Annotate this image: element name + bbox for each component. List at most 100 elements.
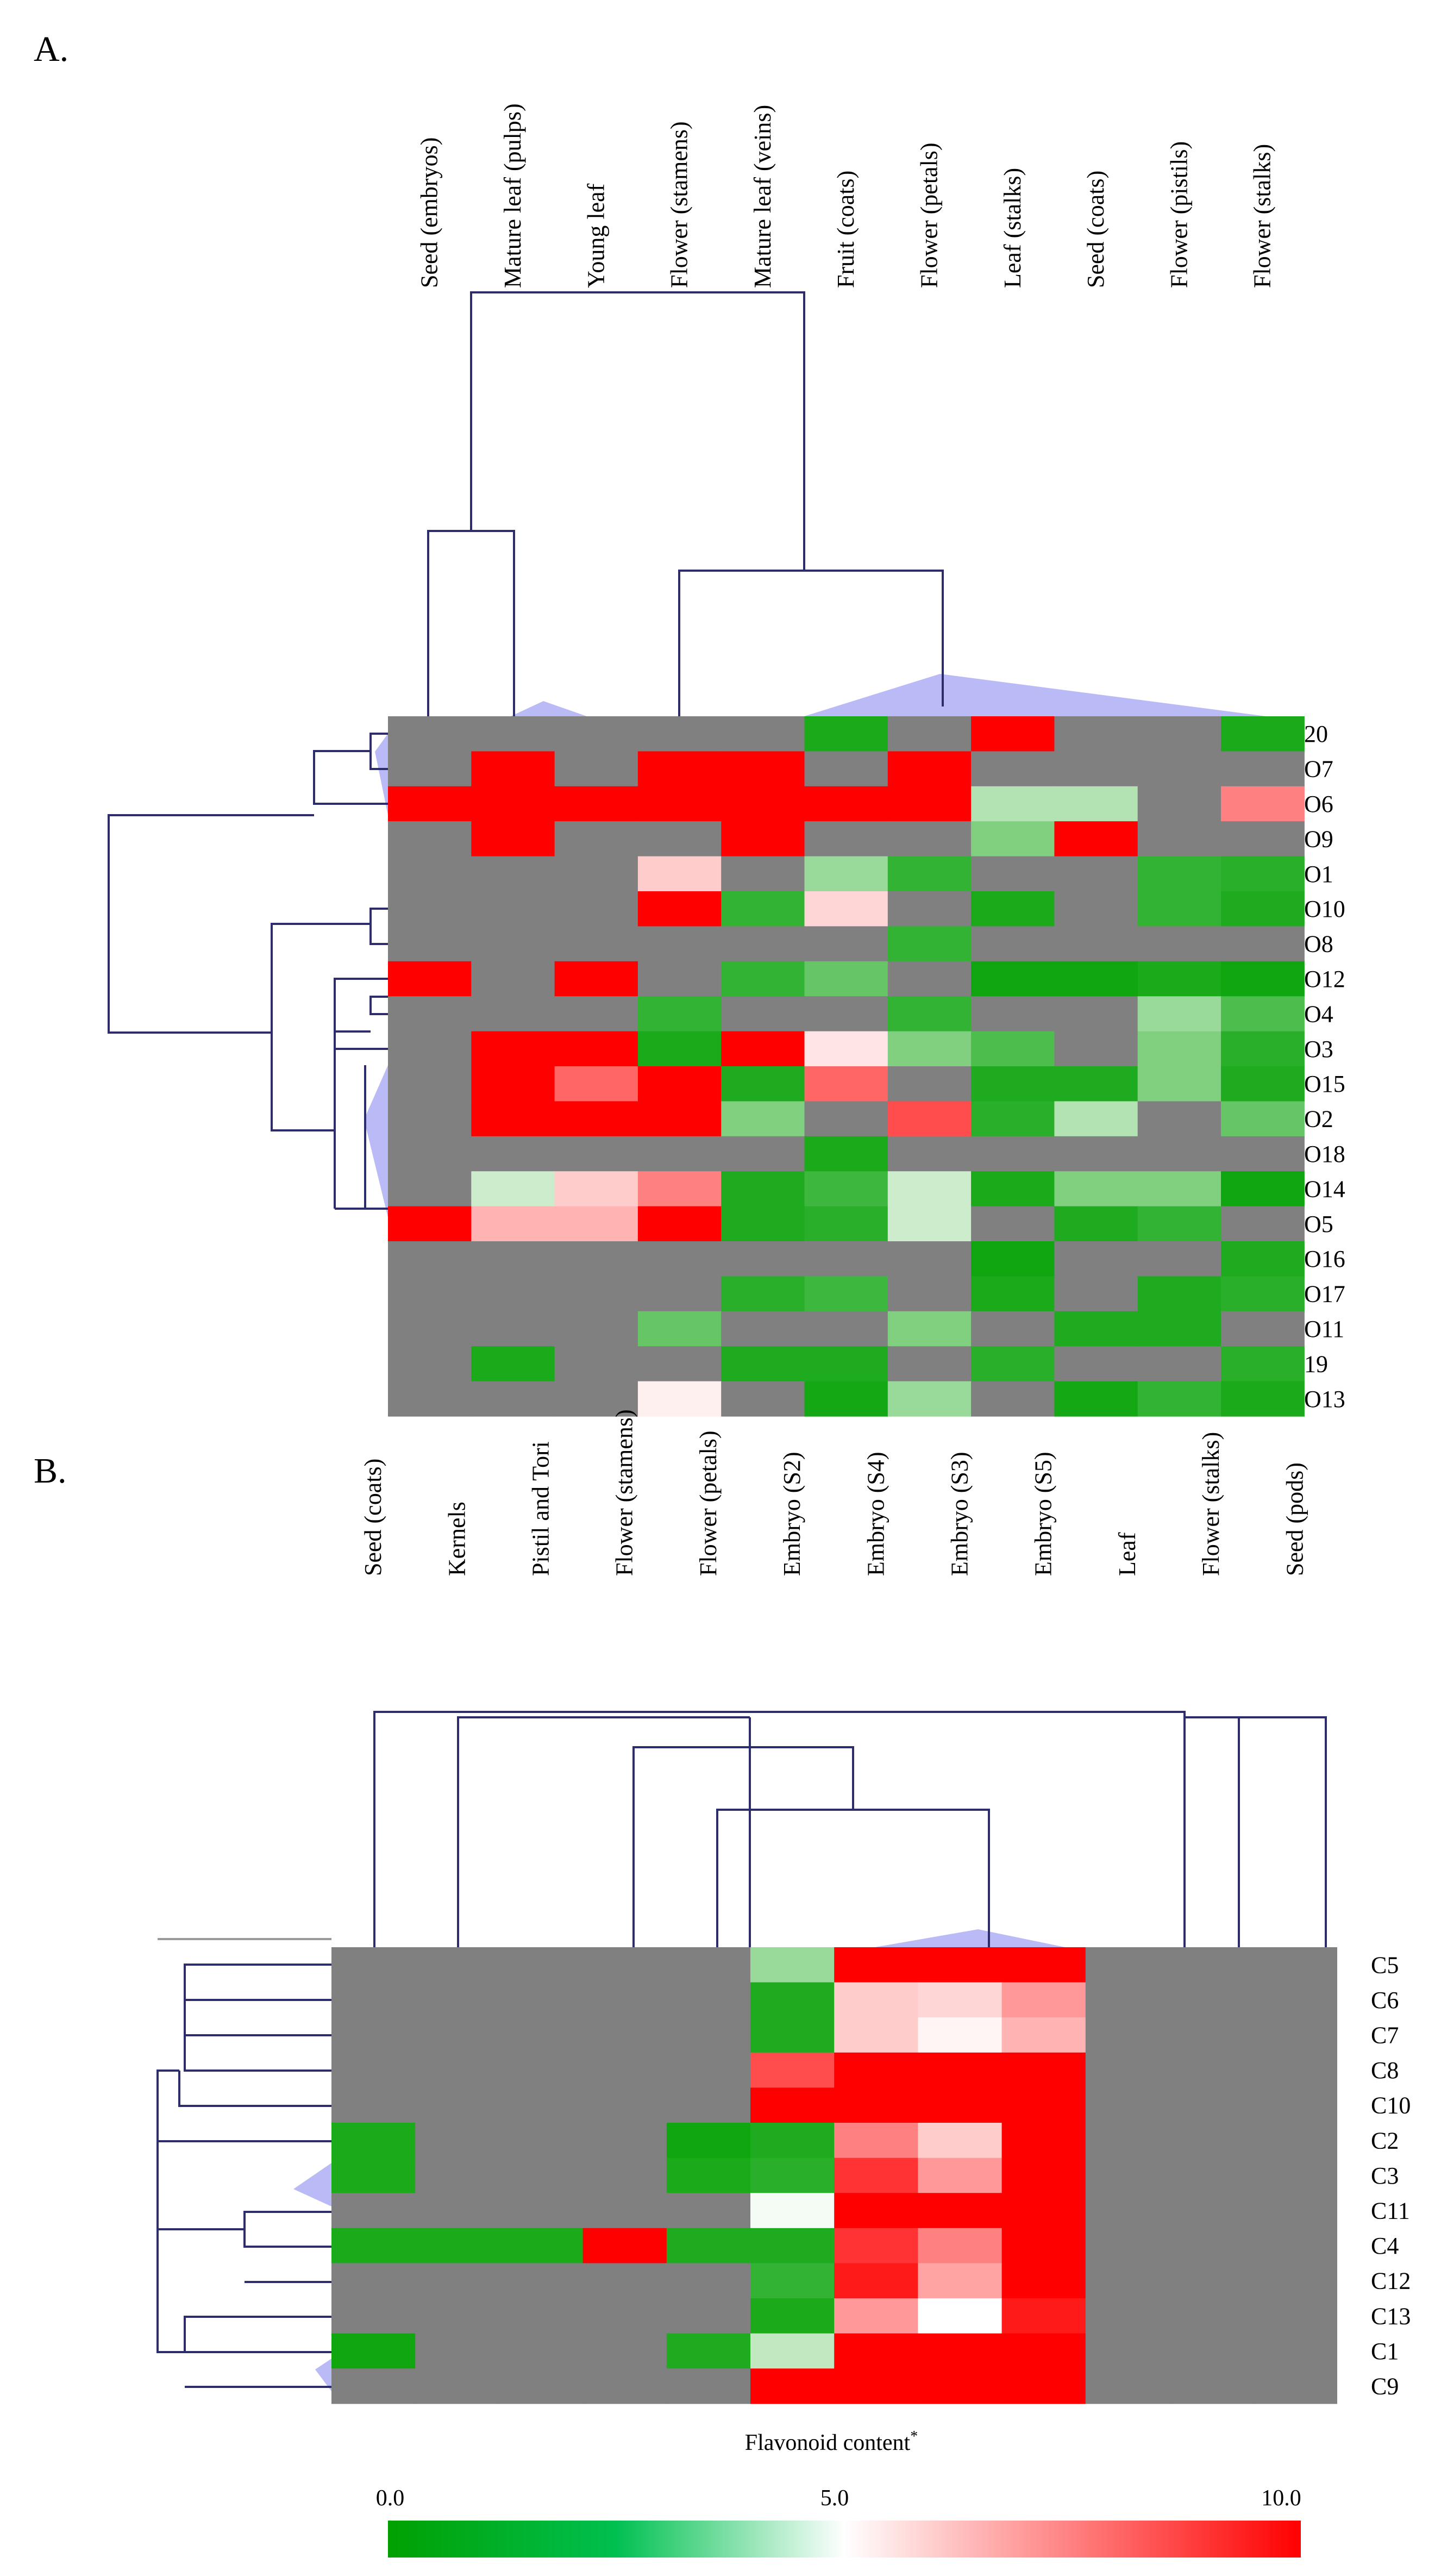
heatmap-cell (331, 2228, 416, 2264)
heatmap-cell (721, 1101, 805, 1137)
heatmap-cell (554, 1311, 638, 1347)
panel-a-column-labels: Seed (embryos) Mature leaf (pulps) Young l… (416, 103, 1276, 288)
heatmap-cell (887, 961, 972, 997)
heatmap-cell (637, 1346, 722, 1382)
heatmap-cell (554, 926, 638, 962)
heatmap-cell (721, 961, 805, 997)
heatmap-cell (582, 2263, 667, 2299)
heatmap-cell (1253, 2333, 1337, 2369)
heatmap-cell (721, 1311, 805, 1347)
heatmap-cell (971, 1276, 1055, 1312)
heatmap-cell (1221, 1031, 1305, 1067)
heatmap-cell (637, 996, 722, 1032)
panel-a-heatmap-cells (388, 716, 1305, 1417)
column-label: Leaf (stalks) (999, 168, 1026, 288)
panel-b-column-labels: Seed (coats) Kernels Pistil and Tori Flower… (360, 1409, 1308, 1576)
heatmap-cell (471, 926, 555, 962)
heatmap-cell (499, 2087, 584, 2123)
heatmap-cell (1054, 961, 1138, 997)
heatmap-cell (804, 926, 888, 962)
heatmap-cell (1221, 996, 1305, 1032)
heatmap-cell (331, 2052, 416, 2088)
row-label: O4 (1304, 1001, 1333, 1027)
heatmap-cell (918, 2052, 1003, 2088)
heatmap-cell (1085, 2017, 1170, 2053)
heatmap-cell (721, 1276, 805, 1312)
heatmap-cell (804, 1276, 888, 1312)
heatmap-cell (582, 1982, 667, 2018)
heatmap-cell (1221, 1066, 1305, 1102)
panel-a-column-dendrogram (364, 291, 1266, 1217)
heatmap-cell (637, 856, 722, 892)
heatmap-cell (331, 2298, 416, 2334)
heatmap-cell (388, 1136, 472, 1172)
heatmap-cell (554, 1206, 638, 1242)
heatmap-cell (1137, 856, 1221, 892)
heatmap-cell (415, 2298, 499, 2334)
heatmap-cell (887, 1311, 972, 1347)
column-label: Leaf (1114, 1532, 1141, 1576)
colorbar-tick-min: 0.0 (376, 2486, 405, 2511)
heatmap-cell (471, 856, 555, 892)
row-dendrogram-branch (184, 1964, 331, 2072)
column-label: Flower (stamens) (611, 1409, 638, 1576)
heatmap-cell (582, 2368, 667, 2404)
dendrogram-collapsed-wedge (511, 701, 587, 716)
heatmap-cell (721, 996, 805, 1032)
heatmap-cell (918, 2298, 1003, 2334)
row-dendrogram-branch (156, 2141, 245, 2230)
column-label: Mature leaf (veins) (749, 105, 776, 288)
heatmap-cell (918, 1947, 1003, 1983)
dendrogram-collapsed-wedge (875, 1929, 1065, 1947)
heatmap-cell (721, 786, 805, 822)
heatmap-cell (804, 961, 888, 997)
heatmap-cell (388, 1381, 472, 1417)
heatmap-cell (971, 1101, 1055, 1137)
panel-b-heatmap-cells (331, 1947, 1337, 2404)
heatmap-cell (471, 1031, 555, 1067)
heatmap-cell (804, 786, 888, 822)
heatmap-cell (637, 1171, 722, 1207)
heatmap-cell (1221, 1101, 1305, 1137)
heatmap-cell (1001, 2052, 1086, 2088)
heatmap-cell (721, 1031, 805, 1067)
row-dendrogram-branch (271, 923, 371, 1131)
heatmap-cell (471, 1241, 555, 1277)
heatmap-cell (887, 1171, 972, 1207)
heatmap-cell (554, 1241, 638, 1277)
heatmap-cell (1253, 2228, 1337, 2264)
heatmap-cell (582, 2298, 667, 2334)
row-dendrogram-branch (369, 908, 388, 945)
heatmap-cell (750, 2298, 835, 2334)
heatmap-cell (1221, 1206, 1305, 1242)
heatmap-cell (554, 716, 638, 752)
heatmap-cell (388, 996, 472, 1032)
heatmap-cell (1054, 1241, 1138, 1277)
column-label: Fruit (coats) (832, 171, 859, 288)
row-label: O7 (1304, 756, 1333, 783)
heatmap-cell (1221, 1381, 1305, 1417)
heatmap-cell (1137, 891, 1221, 927)
heatmap-cell (971, 821, 1055, 857)
panel-b-row-dendrogram (156, 1938, 331, 2388)
heatmap-cell (1221, 926, 1305, 962)
heatmap-cell (1137, 1241, 1221, 1277)
heatmap-cell (721, 716, 805, 752)
heatmap-cell (1253, 1947, 1337, 1983)
heatmap-cell (666, 2087, 751, 2123)
heatmap-cell (471, 961, 555, 997)
heatmap-cell (1169, 1947, 1254, 1983)
heatmap-cell (1137, 786, 1221, 822)
heatmap-cell (721, 1171, 805, 1207)
heatmap-cell (637, 1276, 722, 1312)
row-label: O12 (1304, 966, 1345, 992)
heatmap-cell (804, 1311, 888, 1347)
heatmap-cell (887, 996, 972, 1032)
heatmap-cell (1085, 2052, 1170, 2088)
heatmap-cell (834, 2333, 918, 2369)
heatmap-cell (554, 786, 638, 822)
heatmap-cell (1137, 1381, 1221, 1417)
heatmap-cell (637, 1206, 722, 1242)
heatmap-cell (834, 2017, 918, 2053)
heatmap-cell (388, 716, 472, 752)
